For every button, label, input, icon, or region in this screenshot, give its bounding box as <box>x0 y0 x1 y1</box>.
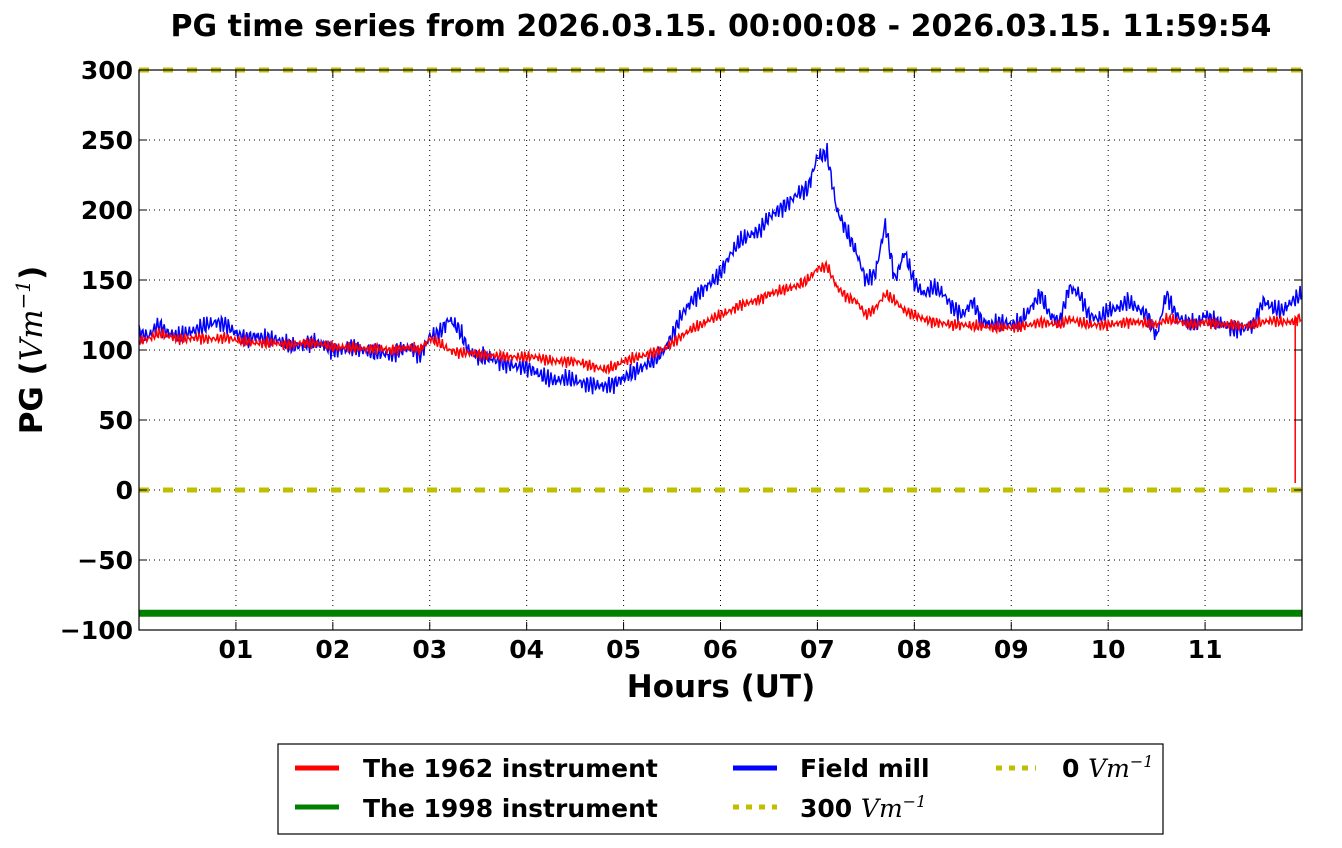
y-tick-label: −50 <box>77 546 133 575</box>
x-tick-label: 07 <box>800 635 835 664</box>
x-tick-label: 11 <box>1188 635 1223 664</box>
x-tick-label: 02 <box>315 635 350 664</box>
x-tick-label: 03 <box>412 635 447 664</box>
x-tick-label: 10 <box>1091 635 1126 664</box>
legend-label-1962: The 1962 instrument <box>363 754 658 783</box>
y-tick-label: 150 <box>81 266 133 295</box>
chart-title: PG time series from 2026.03.15. 00:00:08… <box>171 9 1272 44</box>
ticks: 01 02 03 04 05 06 07 08 09 10 11 300 250 200 150 100 50 0… <box>60 56 1302 664</box>
y-axis-label: PG (Vm−1) <box>11 266 50 435</box>
series-group <box>138 67 1302 617</box>
legend-label-field-mill: Field mill <box>800 754 930 783</box>
x-tick-label: 09 <box>994 635 1029 664</box>
x-tick-label: 08 <box>897 635 932 664</box>
legend-label-1998: The 1998 instrument <box>363 794 658 823</box>
y-tick-label: 0 <box>116 476 133 505</box>
y-tick-label: 100 <box>81 336 133 365</box>
legend: The 1962 instrument The 1998 instrument … <box>277 743 1164 835</box>
x-tick-label: 06 <box>703 635 738 664</box>
series-1962-instrument <box>138 259 1302 483</box>
legend-label-0: 0 Vm−1 <box>1062 752 1153 783</box>
y-tick-label: −100 <box>60 616 133 645</box>
x-tick-label: 05 <box>606 635 641 664</box>
y-tick-label: 50 <box>98 406 133 435</box>
y-tick-label: 300 <box>81 56 133 85</box>
x-axis-label: Hours (UT) <box>627 669 816 705</box>
legend-label-300: 300 Vm−1 <box>800 792 926 823</box>
x-tick-label: 04 <box>509 635 544 664</box>
y-tick-label: 200 <box>81 196 133 225</box>
grid <box>139 69 1302 631</box>
y-tick-label: 250 <box>81 126 133 155</box>
x-tick-label: 01 <box>219 635 254 664</box>
